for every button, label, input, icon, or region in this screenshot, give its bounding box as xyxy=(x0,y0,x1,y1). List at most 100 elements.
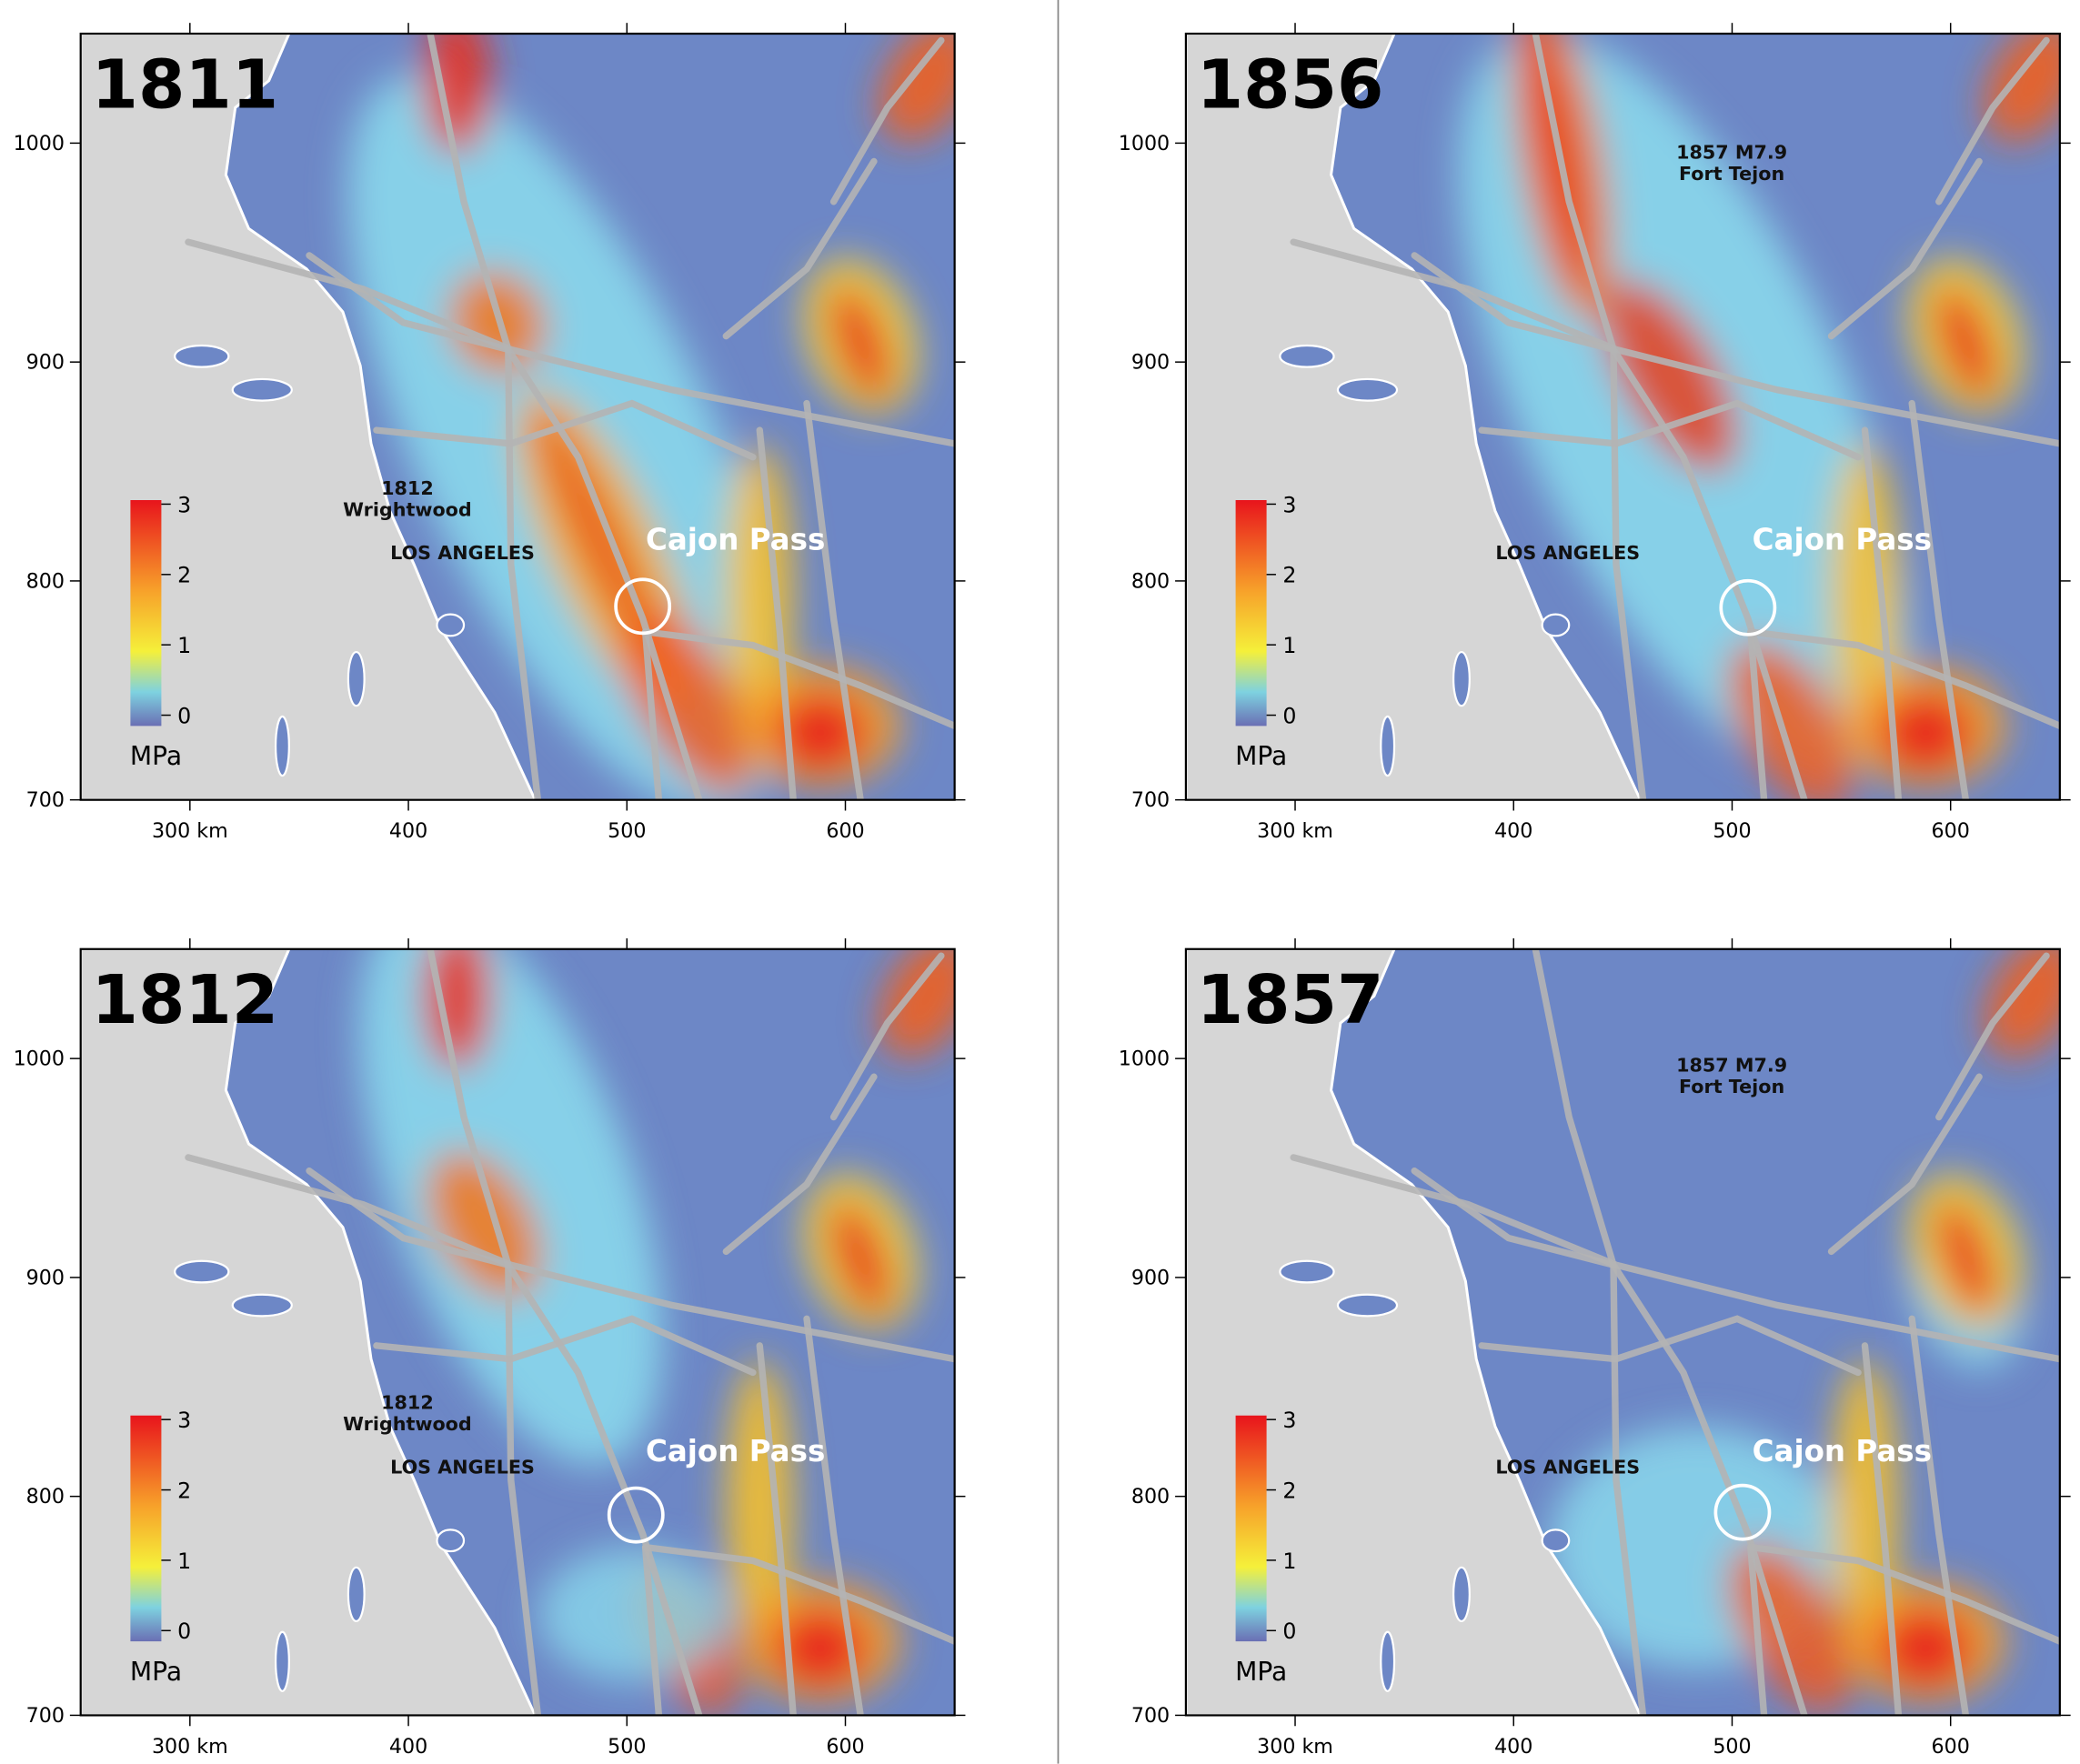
island xyxy=(174,1259,230,1284)
island xyxy=(347,650,366,707)
stress-blob xyxy=(1728,1543,1854,1713)
colorbar-unit: MPa xyxy=(1235,1657,1287,1687)
fault xyxy=(641,1543,663,1716)
island xyxy=(174,344,230,368)
cajon-pass-label: Cajon Pass xyxy=(1753,1434,1932,1468)
stress-blob xyxy=(726,1358,794,1655)
x-tick-label: 500 xyxy=(608,1735,646,1759)
colorbar-tick-label: 0 xyxy=(177,703,191,728)
stress-blob xyxy=(1831,443,1899,740)
x-tick-label: 300 km xyxy=(152,1735,228,1759)
fault xyxy=(1747,1543,2060,1645)
stress-blob xyxy=(538,1547,727,1682)
colorbar-tick-label: 3 xyxy=(1282,1408,1296,1433)
fault xyxy=(1827,157,1983,340)
fault xyxy=(1747,628,1768,800)
land xyxy=(1185,948,1643,1716)
y-tick-label: 800 xyxy=(26,1485,65,1508)
stress-blob xyxy=(532,403,664,673)
cajon-pass-circle xyxy=(607,1486,665,1544)
y-tick-label: 800 xyxy=(1131,1485,1170,1508)
map xyxy=(80,34,955,800)
colorbar-tick-label: 1 xyxy=(177,1549,191,1574)
cajon-pass-label: Cajon Pass xyxy=(646,1434,825,1468)
colorbar xyxy=(130,500,162,727)
colorbar-tick-label: 1 xyxy=(1282,633,1296,658)
stress-blob xyxy=(1984,948,2060,1058)
stress-blob xyxy=(879,34,955,143)
x-tick-label: 300 km xyxy=(152,819,228,843)
fault xyxy=(722,1073,878,1256)
place-label: Wrightwood xyxy=(343,499,472,521)
stress-blob xyxy=(1934,285,1997,401)
colorbar-tick-label: 0 xyxy=(1282,1619,1296,1644)
stress-blob xyxy=(773,1608,868,1689)
colorbar-tick-label: 3 xyxy=(1282,492,1296,517)
island xyxy=(1336,377,1399,402)
fault xyxy=(1908,1315,1970,1716)
fault xyxy=(1610,1261,1647,1716)
fault xyxy=(641,628,955,730)
fault xyxy=(756,1342,797,1716)
island xyxy=(436,613,466,637)
island xyxy=(231,377,293,402)
stress-blob xyxy=(773,692,868,774)
stress-blob xyxy=(1728,641,1854,800)
stress-blob xyxy=(427,1150,542,1298)
map-frame xyxy=(1184,947,2061,1717)
fault xyxy=(1935,36,2050,205)
x-tick-label: 400 xyxy=(1494,819,1532,843)
map xyxy=(80,948,955,1716)
island xyxy=(274,1630,290,1692)
y-tick-label: 700 xyxy=(26,788,65,812)
colorbar-tick-label: 1 xyxy=(177,633,191,658)
colorbar-tick-label: 3 xyxy=(177,492,191,517)
island xyxy=(274,715,290,777)
fault xyxy=(1478,1315,1862,1377)
fault xyxy=(1610,346,1647,800)
fault xyxy=(1747,628,2060,730)
colorbar-tick-label: 2 xyxy=(177,1478,191,1503)
island xyxy=(436,1528,466,1553)
cajon-pass-circle xyxy=(614,577,672,636)
map-frame xyxy=(79,32,956,801)
place-label: LOS ANGELES xyxy=(1495,542,1640,564)
y-tick-label: 700 xyxy=(26,1704,65,1728)
map-frame xyxy=(1184,32,2061,801)
cajon-pass-label: Cajon Pass xyxy=(646,523,825,557)
fault xyxy=(306,1168,512,1268)
fault xyxy=(641,1543,955,1645)
fault xyxy=(373,399,757,461)
island xyxy=(1279,1259,1335,1284)
island xyxy=(1380,715,1396,777)
panel-title: 1857 xyxy=(1197,961,1384,1039)
y-tick-label: 900 xyxy=(26,1266,65,1289)
island xyxy=(1541,1528,1571,1553)
fault xyxy=(427,34,703,800)
colorbar xyxy=(130,1415,162,1642)
place-label: Wrightwood xyxy=(343,1413,472,1435)
fault xyxy=(1908,399,1970,800)
island xyxy=(1380,1630,1396,1692)
colorbar-tick-label: 3 xyxy=(177,1408,191,1433)
map xyxy=(1185,34,2060,800)
colorbar-tick-label: 0 xyxy=(1282,703,1296,728)
island xyxy=(1279,344,1335,368)
fault xyxy=(1935,952,2050,1121)
island xyxy=(1452,1566,1471,1623)
fault xyxy=(373,1315,757,1377)
y-tick-label: 800 xyxy=(26,569,65,593)
land xyxy=(80,948,538,1716)
fault xyxy=(829,36,945,205)
fault xyxy=(722,157,878,340)
island xyxy=(1541,613,1571,637)
stress-blob xyxy=(1878,692,1973,774)
fault xyxy=(1827,1073,1983,1256)
place-label: Fort Tejon xyxy=(1679,163,1784,185)
fault xyxy=(641,628,663,800)
colorbar-unit: MPa xyxy=(130,741,182,771)
stress-blob xyxy=(1602,280,1738,473)
stress-blob xyxy=(423,34,491,155)
colorbar-unit: MPa xyxy=(130,1657,182,1687)
stress-blob xyxy=(879,948,955,1058)
